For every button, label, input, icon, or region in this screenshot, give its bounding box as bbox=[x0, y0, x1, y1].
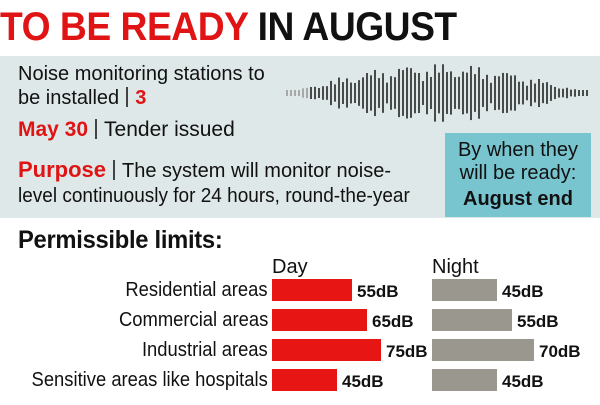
sound-waveform-icon bbox=[286, 64, 588, 122]
purpose-label: Purpose bbox=[18, 157, 107, 182]
chart-title: Permissible limits: bbox=[18, 226, 223, 254]
day-bar bbox=[272, 339, 381, 361]
day-bar bbox=[272, 309, 367, 331]
day-column-header: Day bbox=[272, 256, 308, 278]
tender-text: Tender issued bbox=[104, 118, 235, 141]
purpose-line-1: Purpose The system will monitor noise- bbox=[18, 158, 391, 183]
headline: TO BE READY IN AUGUST bbox=[0, 4, 558, 50]
night-column-header: Night bbox=[432, 256, 479, 278]
night-value-label: 45dB bbox=[502, 282, 544, 301]
day-bar bbox=[272, 369, 337, 391]
category-label: Residential areas bbox=[125, 279, 268, 301]
date-line: May 30 Tender issued bbox=[18, 118, 235, 142]
stations-line-1: Noise monitoring stations to bbox=[18, 63, 265, 85]
night-value-label: 70dB bbox=[539, 342, 581, 361]
headline-black: IN AUGUST bbox=[257, 5, 457, 49]
separator bbox=[113, 160, 116, 180]
category-label: Sensitive areas like hospitals bbox=[31, 369, 268, 391]
night-bar bbox=[432, 309, 512, 331]
purpose-text-1: The system will monitor noise- bbox=[122, 160, 391, 182]
separator bbox=[126, 87, 129, 107]
stations-line-2: be installed 3 bbox=[18, 86, 146, 110]
night-bar bbox=[432, 339, 534, 361]
stations-text: be installed bbox=[18, 87, 120, 109]
ready-answer: August end bbox=[463, 188, 573, 210]
tender-date: May 30 bbox=[18, 118, 89, 141]
purpose-line-2: level continuously for 24 hours, round-t… bbox=[18, 185, 410, 207]
day-value-label: 65dB bbox=[372, 312, 414, 331]
day-bar bbox=[272, 279, 352, 301]
night-bar bbox=[432, 279, 497, 301]
night-bar bbox=[432, 369, 497, 391]
separator bbox=[95, 119, 98, 139]
category-label: Industrial areas bbox=[142, 339, 268, 361]
day-value-label: 55dB bbox=[357, 282, 399, 301]
night-value-label: 45dB bbox=[502, 372, 544, 391]
stations-count: 3 bbox=[135, 87, 147, 109]
ready-question-2: will be ready: bbox=[459, 162, 577, 184]
headline-red: TO BE READY bbox=[0, 5, 248, 49]
ready-question-1: By when they bbox=[457, 139, 579, 161]
day-value-label: 75dB bbox=[386, 342, 428, 361]
day-value-label: 45dB bbox=[342, 372, 384, 391]
ready-box: By when they will be ready: August end bbox=[445, 133, 591, 217]
night-value-label: 55dB bbox=[517, 312, 559, 331]
category-label: Commercial areas bbox=[118, 309, 268, 331]
